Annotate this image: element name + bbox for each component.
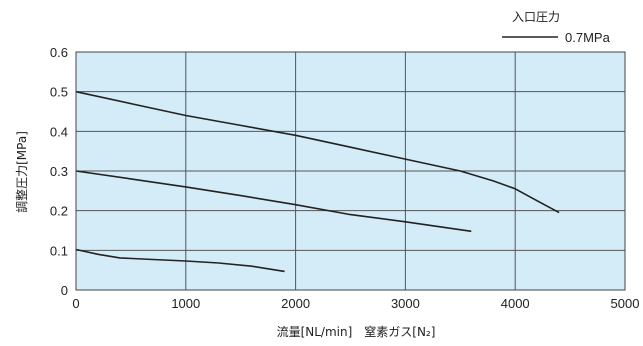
y-tick-label: 0 [61,283,68,298]
y-tick-label: 0.5 [50,85,68,100]
x-tick-label: 0 [72,296,79,311]
y-tick-label: 0.2 [50,204,68,219]
tick-labels: 0 1000 2000 3000 4000 5000 0 0.1 0.2 0.3 0.4 0.5 0.6 [50,45,640,311]
series-lines [75,90,560,273]
y-tick-label: 0.6 [50,45,68,60]
legend-title: 入口圧力 [512,10,560,24]
legend-entry-0.7MPa: 0.7MPa [565,30,611,45]
series-line-2 [75,170,472,233]
plot-frame [75,51,626,291]
x-tick-label: 2000 [281,296,310,311]
legend: 入口圧力 0.7MPa [502,10,611,45]
x-tick-label: 3000 [391,296,420,311]
x-tick-label: 1000 [171,296,200,311]
y-tick-label: 0.1 [50,243,68,258]
x-axis-title: 流量[NL/min] 窒素ガス[N₂] [277,324,436,339]
x-tick-label: 4000 [501,296,530,311]
series-line-3 [75,248,285,273]
y-tick-label: 0.3 [50,164,68,179]
x-tick-label: 5000 [611,296,640,311]
series-line-1 [75,90,560,214]
y-tick-label: 0.4 [50,124,68,139]
y-axis-title: 調整圧力[MPa] [14,131,29,213]
